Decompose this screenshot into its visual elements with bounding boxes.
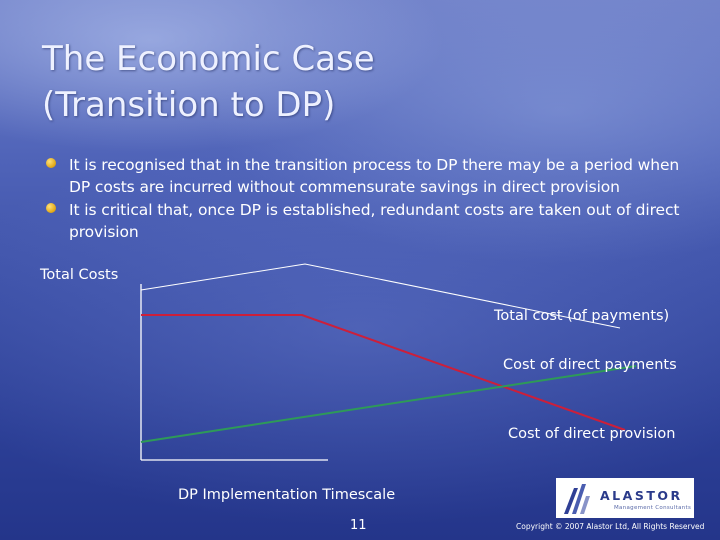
direct-provision-line [141, 314, 626, 431]
alastor-logo: ALASTOR Management Consultants [556, 478, 694, 518]
x-axis-label: DP Implementation Timescale [178, 487, 395, 503]
total-cost-line [140, 263, 621, 329]
bullet-text: It is recognised that in the transition … [69, 156, 680, 196]
page-number: 11 [350, 518, 367, 533]
logo-subtitle: Management Consultants [614, 505, 692, 511]
logo-name: ALASTOR [600, 488, 683, 503]
direct-payments-line [140, 365, 637, 443]
bullet-dot-icon [46, 158, 56, 168]
alastor-logo-icon [564, 484, 590, 514]
total-cost-label: Total cost (of payments) [493, 308, 669, 324]
bullet-dot-icon [46, 203, 56, 213]
copyright-text: Copyright © 2007 Alastor Ltd, All Rights… [516, 522, 705, 531]
bullet-item: It is recognised that in the transition … [44, 154, 704, 198]
title-line-2: (Transition to DP) [42, 85, 336, 125]
bullet-list: It is recognised that in the transition … [44, 154, 704, 244]
slide-title: The Economic Case (Transition to DP) [42, 36, 375, 128]
y-axis-label: Total Costs [39, 267, 118, 283]
direct-provision-label: Cost of direct provision [508, 426, 675, 442]
direct-payments-label: Cost of direct payments [503, 357, 677, 373]
title-line-1: The Economic Case [42, 39, 375, 79]
bullet-item: It is critical that, once DP is establis… [44, 199, 704, 243]
bullet-text: It is critical that, once DP is establis… [69, 201, 680, 241]
